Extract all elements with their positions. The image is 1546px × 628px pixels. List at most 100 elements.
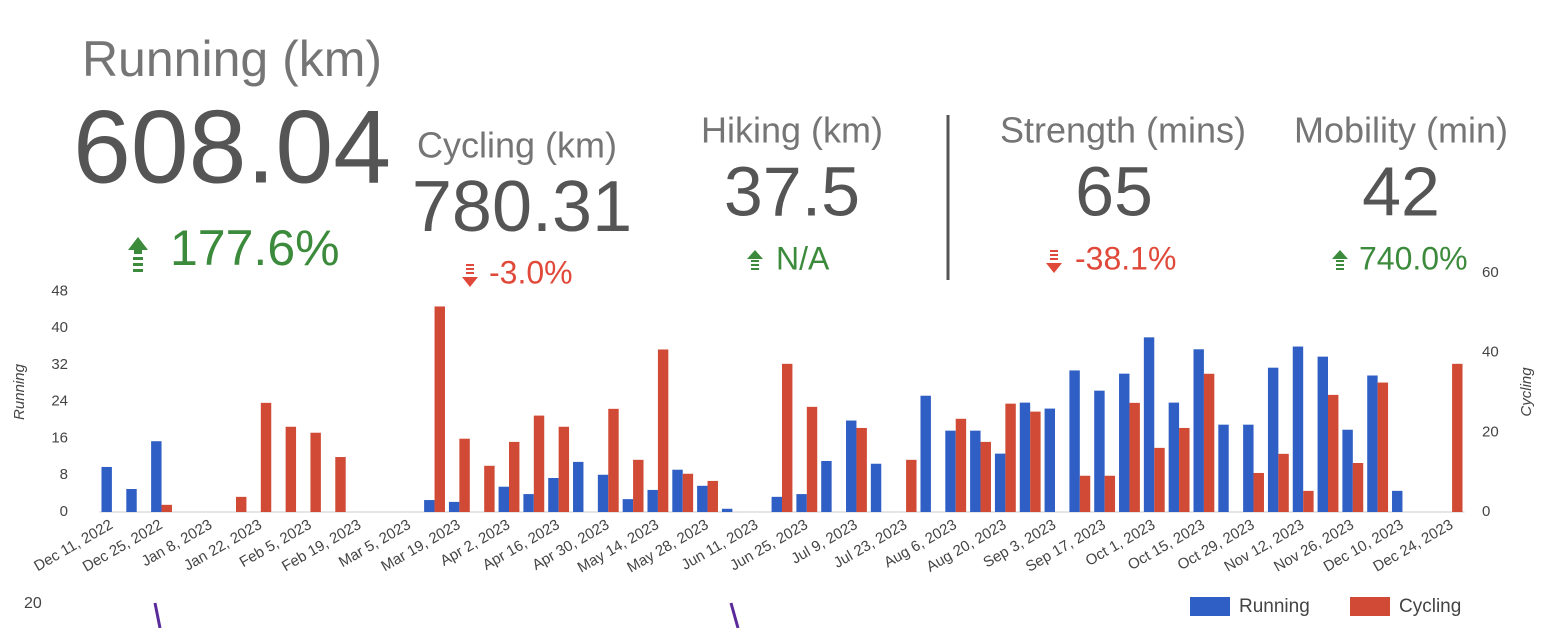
bar — [523, 494, 534, 512]
stray-label: 20 — [24, 595, 42, 612]
bar — [424, 500, 435, 512]
legend-swatch — [1350, 597, 1390, 616]
bar — [1203, 373, 1215, 512]
y-tick-label: 48 — [51, 282, 68, 299]
bar — [647, 489, 658, 512]
bar — [821, 460, 832, 512]
bar — [721, 508, 733, 512]
bar — [1005, 403, 1016, 512]
y-tick-label: 0 — [60, 503, 68, 520]
bar — [1328, 394, 1339, 512]
scorecard-strength: Strength (mins) 65 -38.1% — [1000, 110, 1246, 277]
bar — [434, 306, 445, 512]
scorecard-label: Running (km) — [82, 31, 382, 87]
bar — [796, 494, 807, 512]
y-tick-label: 32 — [51, 356, 68, 373]
bar — [608, 408, 619, 512]
bar — [126, 489, 137, 512]
scorecard-label: Mobility (min) — [1294, 110, 1508, 151]
bar — [657, 349, 669, 512]
y2-tick-label: 20 — [1482, 423, 1499, 440]
bar — [161, 504, 172, 512]
bar — [1104, 475, 1116, 512]
bar — [335, 457, 346, 512]
scorecard-value: 780.31 — [412, 167, 632, 247]
arrow-down — [462, 264, 478, 287]
scorecard-value: 37.5 — [724, 152, 860, 230]
bar — [151, 441, 162, 512]
bar — [448, 501, 460, 512]
arrow-down — [1046, 250, 1062, 273]
bar — [682, 473, 694, 512]
bar — [633, 459, 644, 512]
y2-axis-title: Cycling — [1518, 367, 1535, 417]
bar — [672, 469, 683, 512]
bar — [236, 496, 247, 512]
y2-tick-label: 60 — [1482, 264, 1499, 281]
bar — [1094, 390, 1105, 512]
y-tick-label: 8 — [60, 466, 68, 483]
scorecard-running: Running (km) 608.04 177.6% — [73, 31, 391, 276]
scorecard-label: Hiking (km) — [701, 110, 883, 151]
bar — [533, 415, 545, 512]
bar — [980, 441, 991, 512]
legend-label: Running — [1239, 596, 1310, 617]
scorecard-value: 65 — [1075, 152, 1153, 230]
bar — [1044, 408, 1055, 512]
scorecard-label: Cycling (km) — [417, 125, 617, 166]
bar — [1317, 356, 1328, 512]
scorecard-value: 42 — [1362, 152, 1440, 230]
bar — [260, 402, 272, 512]
bar — [771, 496, 782, 512]
scorecard-change: N/A — [776, 240, 830, 276]
bar — [1143, 337, 1155, 512]
bar — [1292, 346, 1304, 512]
y2-tick-label: 0 — [1482, 503, 1490, 520]
bar — [310, 432, 321, 512]
bar — [1179, 427, 1190, 512]
bar — [597, 474, 609, 512]
bar — [1168, 402, 1180, 512]
bar — [1392, 490, 1403, 512]
bar — [707, 480, 718, 512]
bar — [1019, 402, 1031, 512]
bar — [970, 430, 981, 512]
bar — [573, 461, 584, 512]
bar — [1079, 475, 1091, 512]
bar — [1267, 367, 1279, 512]
scorecard-value: 608.04 — [73, 89, 391, 205]
y-axis-title: Running — [11, 363, 28, 420]
bar — [856, 427, 867, 512]
bar — [498, 486, 509, 512]
legend-label: Cycling — [1399, 596, 1461, 617]
bar — [558, 426, 570, 512]
bar — [1243, 424, 1254, 512]
scorecard-change: 177.6% — [170, 220, 340, 276]
bar — [622, 499, 634, 512]
y-tick-label: 40 — [51, 319, 68, 336]
bar — [1119, 373, 1130, 512]
bar — [1367, 375, 1378, 512]
bar — [1452, 363, 1463, 512]
scorecard-mobility: Mobility (min) 42 740.0% — [1294, 110, 1508, 277]
bar — [548, 477, 559, 512]
bar — [782, 363, 793, 512]
bar — [994, 453, 1006, 512]
bar — [285, 426, 297, 512]
bar — [697, 485, 708, 512]
bar — [1278, 453, 1289, 512]
bar — [1129, 402, 1140, 512]
bar — [509, 441, 520, 512]
bar — [101, 466, 112, 512]
bar — [846, 420, 857, 512]
arrow-up — [747, 250, 763, 270]
bar — [1154, 447, 1165, 512]
bar — [906, 459, 917, 512]
y-tick-label: 16 — [51, 429, 68, 446]
y-tick-label: 24 — [51, 393, 68, 410]
bar — [1253, 472, 1264, 512]
bar — [1069, 370, 1080, 512]
bar — [484, 465, 495, 512]
bar — [1218, 424, 1229, 512]
